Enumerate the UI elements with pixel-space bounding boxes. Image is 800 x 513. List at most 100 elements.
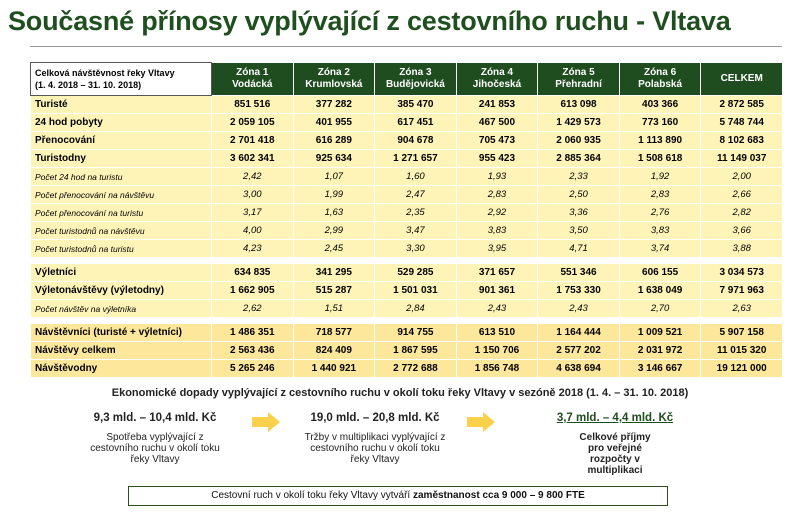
row-label: Návštěvodny xyxy=(30,359,212,378)
cell: 1 440 921 xyxy=(292,359,376,378)
cell: 467 500 xyxy=(455,113,539,132)
cell: 2,45 xyxy=(292,239,376,258)
cell: 11 149 037 xyxy=(700,149,783,168)
cell: 2,99 xyxy=(292,221,376,240)
cell: 955 423 xyxy=(455,149,539,168)
cell: 385 470 xyxy=(374,95,457,114)
cell: 901 361 xyxy=(455,281,539,300)
cell: 2 059 105 xyxy=(211,113,294,132)
impact-text: Spotřeba vyplývající z cestovního ruchu … xyxy=(90,432,220,465)
impact-amount: 19,0 mld. – 20,8 mld. Kč xyxy=(310,412,440,424)
impact-amount: 9,3 mld. – 10,4 mld. Kč xyxy=(93,412,217,424)
visitor-table: Celková návštěvnost řeky Vltavy (1. 4. 20… xyxy=(30,62,783,378)
corner-cell: Celková návštěvnost řeky Vltavy (1. 4. 20… xyxy=(30,62,212,96)
cell: 2,62 xyxy=(211,299,294,318)
footer-text: Cestovní ruch v okolí toku řeky Vltavy v… xyxy=(211,490,411,501)
cell: 341 295 xyxy=(292,263,376,282)
cell: 613 098 xyxy=(537,95,620,114)
column-zone: Zóna 3 xyxy=(399,67,432,78)
cell: 1 662 905 xyxy=(211,281,294,300)
cell: 4,23 xyxy=(211,239,294,258)
row-label: Návštěvy celkem xyxy=(30,341,212,360)
cell: 2,66 xyxy=(700,185,783,204)
column-header: Zóna 5 Přehradní xyxy=(537,62,620,96)
column-name: Přehradní xyxy=(555,79,602,90)
cell: 2,50 xyxy=(537,185,620,204)
header-row: Celková návštěvnost řeky Vltavy (1. 4. 20… xyxy=(30,62,783,96)
cell: 241 853 xyxy=(455,95,539,114)
cell: 1,99 xyxy=(292,185,376,204)
cell: 3 146 667 xyxy=(618,359,702,378)
cell: 914 755 xyxy=(374,323,457,342)
table-row: Výletníci 634 835 341 295 529 285 371 657 551… xyxy=(30,263,783,282)
cell: 2,84 xyxy=(374,299,457,318)
cell: 705 473 xyxy=(455,131,539,150)
table-row: Návštěvy celkem 2 563 436 824 409 1 867 595… xyxy=(30,341,783,360)
row-label: Počet 24 hod na turistu xyxy=(30,167,212,186)
cell: 3,83 xyxy=(618,221,702,240)
cell: 5 907 158 xyxy=(700,323,783,342)
column-header: CELKEM xyxy=(700,62,783,96)
cell: 851 516 xyxy=(211,95,294,114)
table-row: Počet turistodnů na návštěvu 4,00 2,99 3,47… xyxy=(30,221,783,240)
cell: 3,74 xyxy=(618,239,702,258)
cell: 2,00 xyxy=(700,167,783,186)
cell: 3,50 xyxy=(537,221,620,240)
cell: 2 563 436 xyxy=(211,341,294,360)
row-label: Turisté xyxy=(30,95,212,114)
row-label: Návštěvníci (turisté + výletníci) xyxy=(30,323,212,342)
arrow xyxy=(467,412,495,432)
cell: 7 971 963 xyxy=(700,281,783,300)
cell: 1,92 xyxy=(618,167,702,186)
table-row: Návštěvníci (turisté + výletníci) 1 486 3… xyxy=(30,323,783,342)
cell: 2,63 xyxy=(700,299,783,318)
title-rule xyxy=(30,46,782,47)
cell: 4,71 xyxy=(537,239,620,258)
cell: 1 867 595 xyxy=(374,341,457,360)
row-label: Počet návštěv na výletníka xyxy=(30,299,212,318)
cell: 3 034 573 xyxy=(700,263,783,282)
cell: 2 772 688 xyxy=(374,359,457,378)
column-name: Jihočeská xyxy=(472,79,522,90)
column-header: Zóna 3 Budějovická xyxy=(374,62,457,96)
table-row: Počet 24 hod na turistu 2,42 1,07 1,60 1,93 2… xyxy=(30,167,783,186)
cell: 1,07 xyxy=(292,167,376,186)
cell: 2 701 418 xyxy=(211,131,294,150)
cell: 401 955 xyxy=(292,113,376,132)
cell: 773 160 xyxy=(618,113,702,132)
cell: 2,70 xyxy=(618,299,702,318)
cell: 613 510 xyxy=(455,323,539,342)
table-row: Návštěvodny 5 265 246 1 440 921 2 772 688 1 … xyxy=(30,359,783,378)
cell: 4,00 xyxy=(211,221,294,240)
cell: 3,47 xyxy=(374,221,457,240)
cell: 1 429 573 xyxy=(537,113,620,132)
cell: 617 451 xyxy=(374,113,457,132)
cell: 8 102 683 xyxy=(700,131,783,150)
cell: 3,00 xyxy=(211,185,294,204)
cell: 1 753 330 xyxy=(537,281,620,300)
cell: 2,92 xyxy=(455,203,539,222)
row-label: Počet turistodnů na turistu xyxy=(30,239,212,258)
column-header: Zóna 2 Krumlovská xyxy=(292,62,376,96)
cell: 2 872 585 xyxy=(700,95,783,114)
cell: 2 885 364 xyxy=(537,149,620,168)
cell: 371 657 xyxy=(455,263,539,282)
column-zone: Zóna 1 xyxy=(236,67,269,78)
cell: 2 031 972 xyxy=(618,341,702,360)
cell: 1 271 657 xyxy=(374,149,457,168)
cell: 606 155 xyxy=(618,263,702,282)
cell: 2,83 xyxy=(618,185,702,204)
row-label: Počet přenocování na turistu xyxy=(30,203,212,222)
cell: 515 287 xyxy=(292,281,376,300)
table-row: Turisté 851 516 377 282 385 470 241 853 613 0… xyxy=(30,95,783,114)
cell: 718 577 xyxy=(292,323,376,342)
cell: 2 060 935 xyxy=(537,131,620,150)
cell: 1 009 521 xyxy=(618,323,702,342)
cell: 1 501 031 xyxy=(374,281,457,300)
table-row: Výletonávštěvy (výletodny) 1 662 905 515 2… xyxy=(30,281,783,300)
column-zone: Zóna 2 xyxy=(317,67,350,78)
cell: 904 678 xyxy=(374,131,457,150)
impacts-heading: Ekonomické dopady vyplývající z cestovní… xyxy=(111,387,689,399)
impact: 9,3 mld. – 10,4 mld. Kč Spotřeba vyplývaj… xyxy=(70,412,240,465)
